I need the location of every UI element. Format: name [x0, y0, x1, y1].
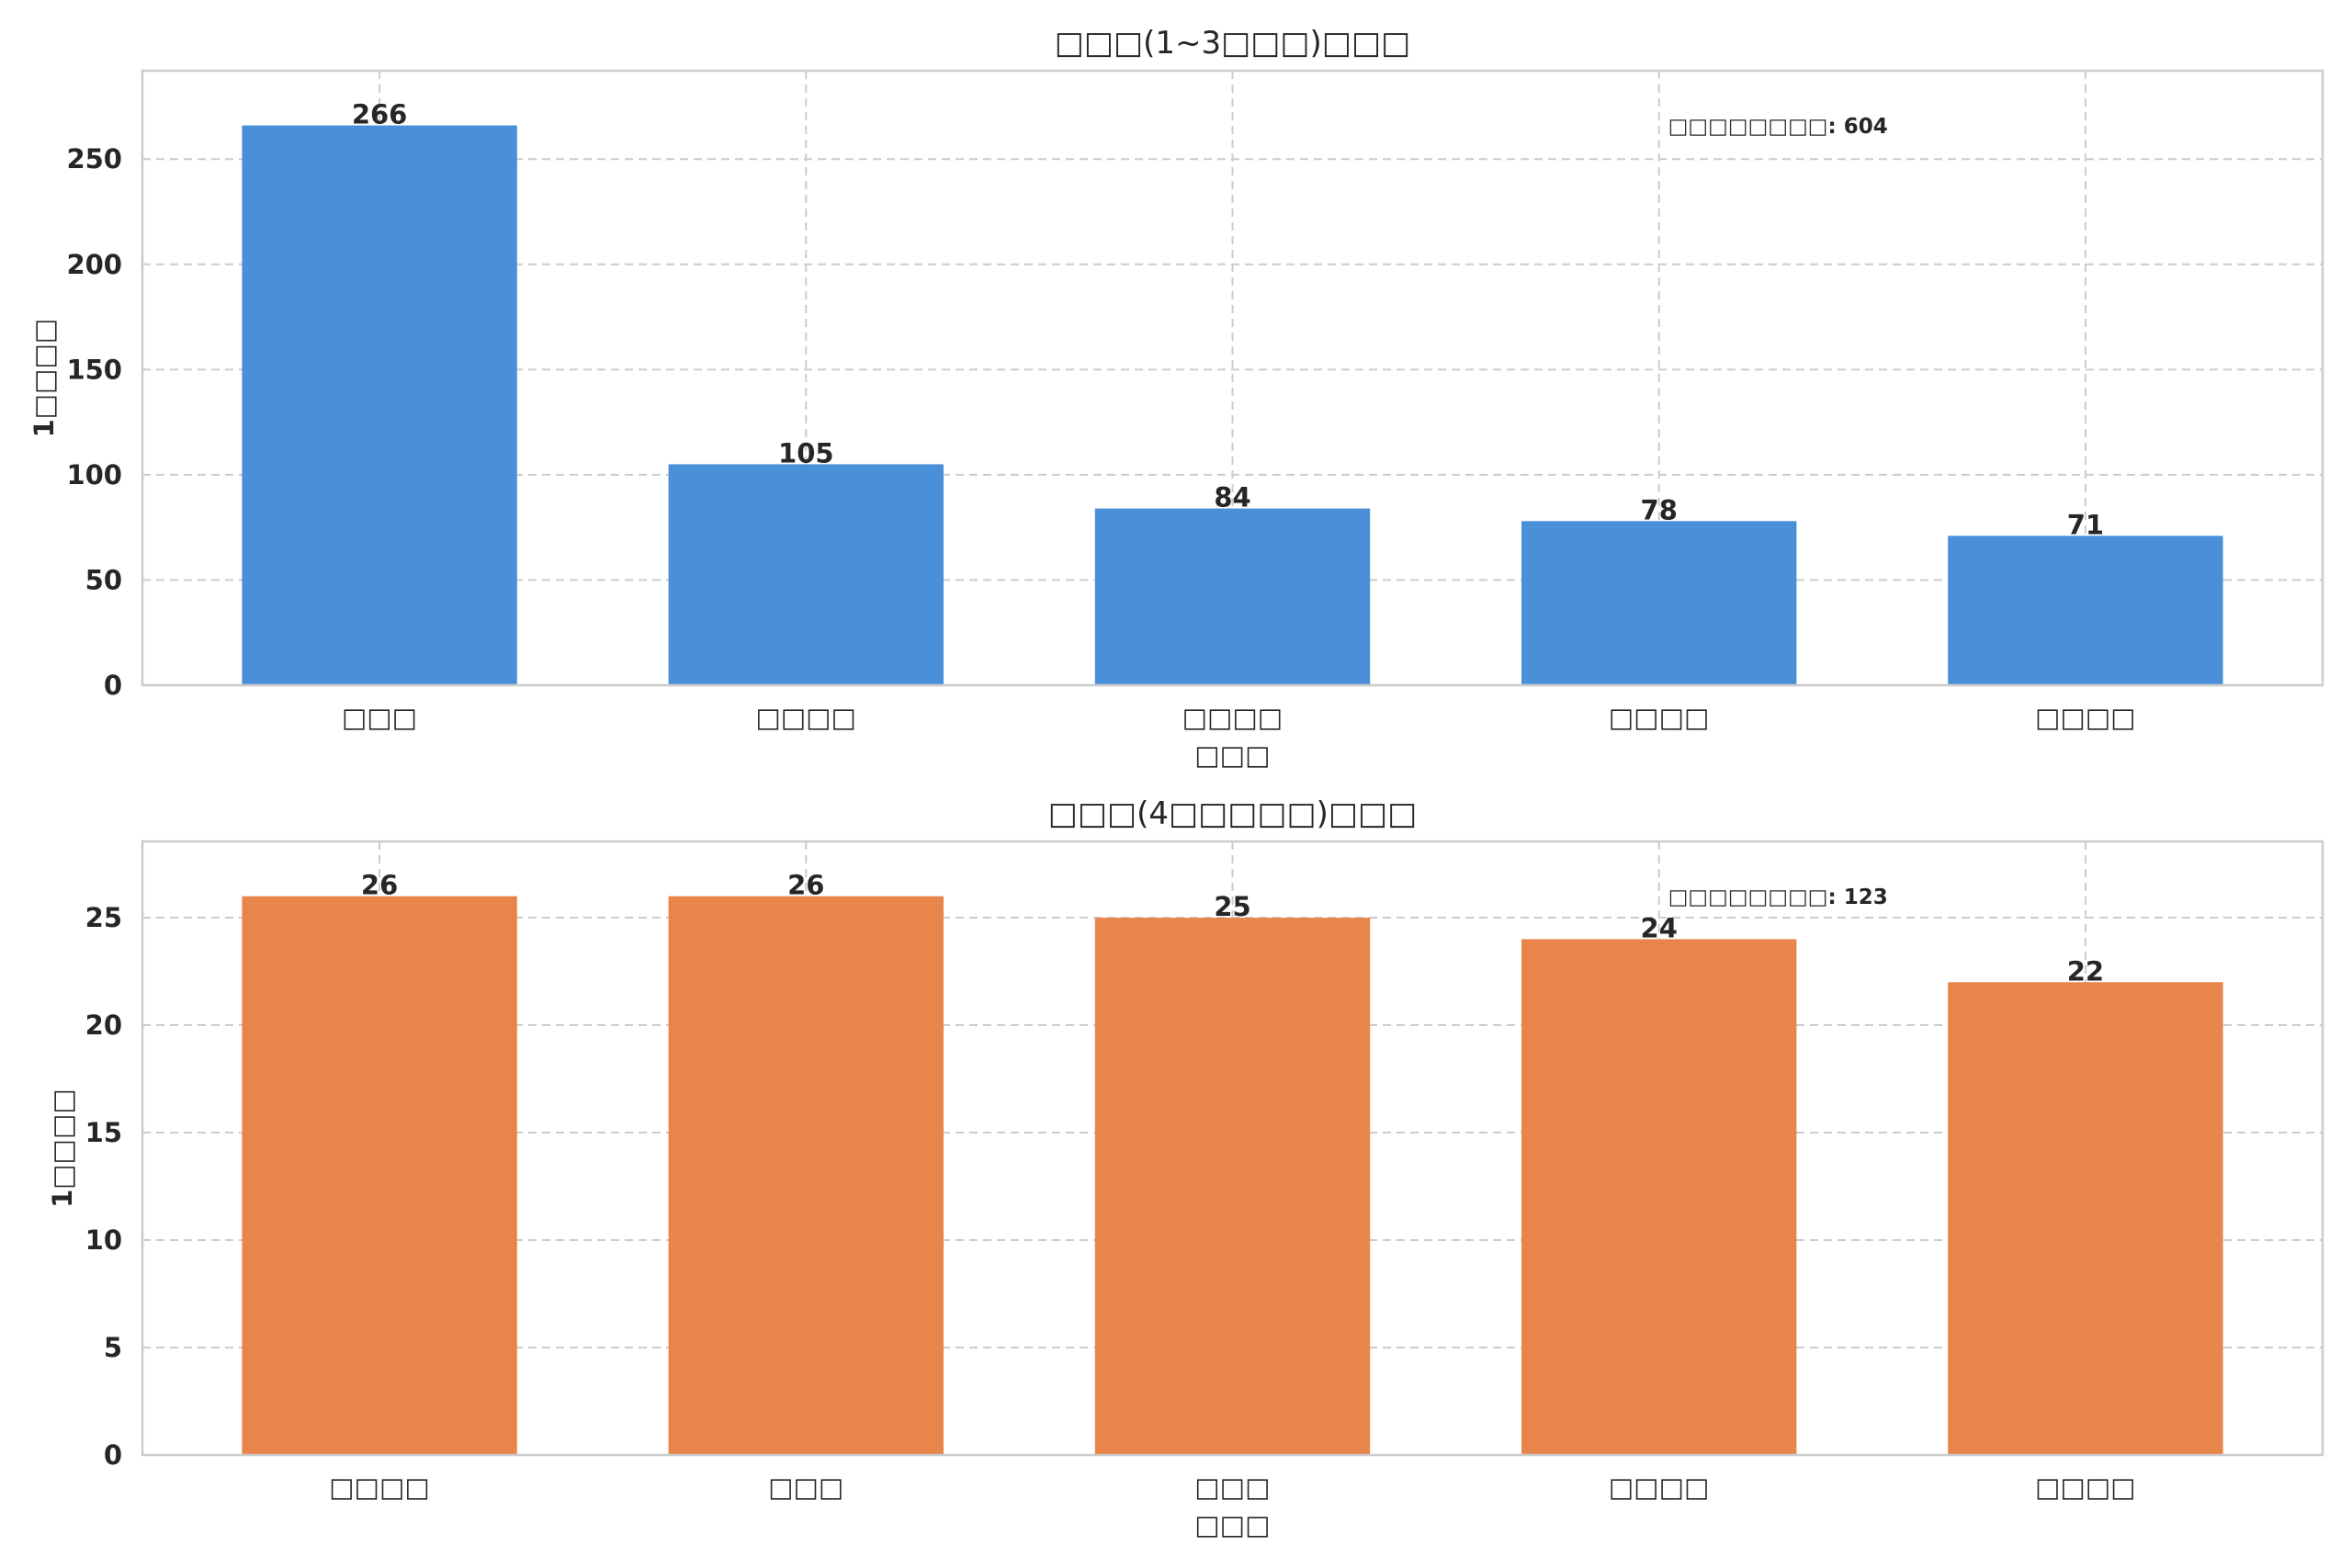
- data-label: 25: [1214, 891, 1250, 922]
- y-tick-label: 25: [85, 902, 122, 933]
- bar: [1521, 939, 1797, 1455]
- y-axis-label: 1□□□□: [47, 1089, 78, 1208]
- y-tick-label: 15: [85, 1117, 122, 1148]
- x-tick-label: □□□□: [1609, 1472, 1710, 1503]
- bar: [668, 896, 944, 1455]
- data-label: 266: [352, 99, 408, 130]
- bar: [1948, 536, 2223, 685]
- data-label: 22: [2067, 955, 2104, 987]
- x-tick-label: □□□□: [2035, 702, 2136, 733]
- y-tick-label: 10: [85, 1224, 122, 1256]
- x-axis-label: □□□: [1194, 739, 1270, 771]
- bar-chart-1: 050100150200250266□□□105□□□□84□□□□78□□□□…: [28, 25, 2324, 771]
- y-tick-label: 20: [85, 1010, 122, 1041]
- x-tick-label: □□□□: [329, 1472, 430, 1503]
- bar-chart-2: 051015202526□□□□26□□□25□□□24□□□□22□□□□□□…: [47, 795, 2324, 1540]
- y-tick-label: 150: [66, 354, 122, 385]
- x-tick-label: □□□: [768, 1472, 843, 1503]
- bar: [1948, 982, 2223, 1455]
- y-tick-label: 0: [104, 1439, 122, 1471]
- data-label: 71: [2067, 509, 2104, 540]
- bar: [242, 896, 517, 1455]
- y-tick-label: 50: [85, 564, 122, 595]
- chart-title: □□□(1~3□□□)□□□: [1055, 25, 1410, 62]
- plot-frame: [141, 69, 2324, 687]
- data-label: 26: [361, 870, 398, 901]
- y-tick-label: 100: [66, 459, 122, 491]
- y-tick-label: 5: [104, 1332, 122, 1363]
- total-annotation: □□□□□□□□: 604: [1668, 115, 1888, 139]
- data-label: 105: [778, 437, 834, 468]
- x-axis-label: □□□: [1194, 1509, 1270, 1540]
- bar: [242, 125, 517, 686]
- bar: [1521, 521, 1797, 685]
- plot-frame: [141, 840, 2324, 1457]
- data-label: 24: [1641, 912, 1678, 943]
- bar: [1094, 508, 1371, 685]
- data-label: 26: [787, 870, 824, 901]
- data-label: 84: [1214, 482, 1250, 513]
- chart-title: □□□(4□□□□□)□□□: [1048, 795, 1418, 832]
- x-tick-label: □□□: [1194, 1472, 1270, 1503]
- bar: [1094, 918, 1371, 1455]
- x-tick-label: □□□□: [1609, 702, 1710, 733]
- x-tick-label: □□□: [342, 702, 417, 733]
- bar: [668, 464, 944, 685]
- x-tick-label: □□□□: [755, 702, 856, 733]
- y-tick-label: 200: [66, 249, 122, 280]
- data-label: 78: [1641, 494, 1678, 525]
- x-tick-label: □□□□: [1182, 702, 1283, 733]
- y-tick-label: 250: [66, 143, 122, 175]
- y-axis-label: 1□□□□: [28, 319, 60, 438]
- total-annotation: □□□□□□□□: 123: [1668, 886, 1888, 909]
- y-tick-label: 0: [104, 670, 122, 701]
- x-tick-label: □□□□: [2035, 1472, 2136, 1503]
